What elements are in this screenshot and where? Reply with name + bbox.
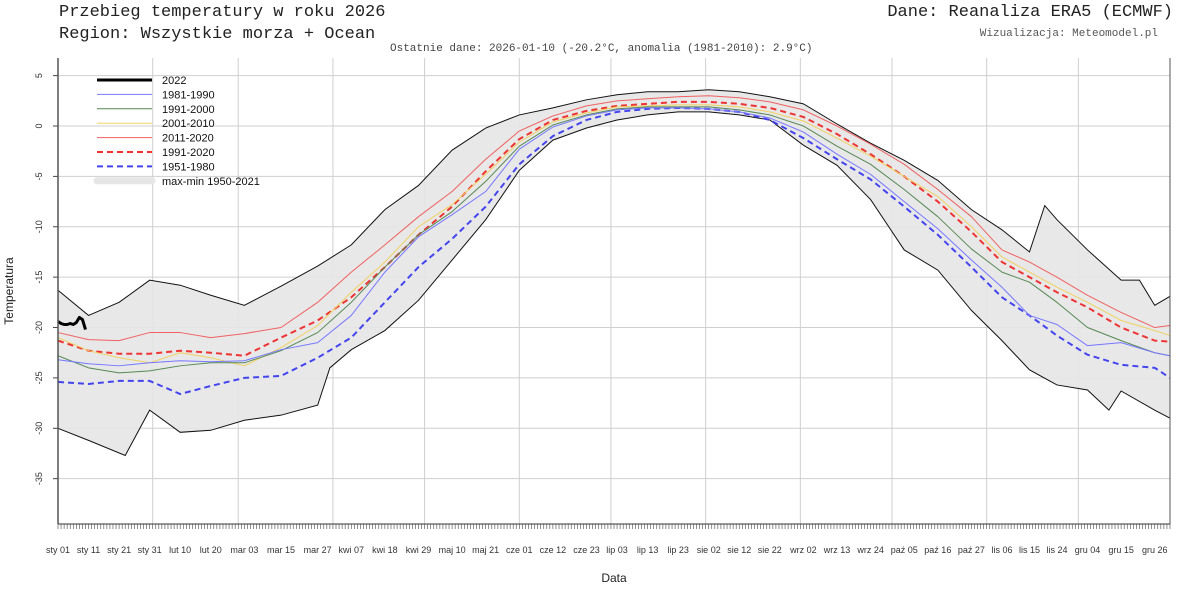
y-tick-label: 5 bbox=[34, 73, 44, 78]
x-axis-label: Data bbox=[601, 571, 627, 585]
y-tick-label: -30 bbox=[34, 422, 44, 435]
chart-subtitle: Region: Wszystkie morza + Ocean bbox=[59, 25, 376, 44]
x-tick-label: wrz 24 bbox=[856, 545, 884, 555]
x-tick-label: cze 23 bbox=[573, 545, 600, 555]
legend-label: max-min 1950-2021 bbox=[162, 176, 260, 188]
x-tick-label: sie 22 bbox=[758, 545, 782, 555]
visualization-credit: Wizualizacja: Meteomodel.pl bbox=[979, 28, 1158, 40]
legend-label: 2011-2020 bbox=[162, 133, 214, 145]
series-line-2011-2020 bbox=[57, 95, 1171, 342]
x-tick-label: sie 12 bbox=[727, 545, 751, 555]
x-tick-label: maj 10 bbox=[439, 545, 466, 555]
max-min-band bbox=[57, 89, 1171, 457]
x-tick-label: wrz 02 bbox=[789, 545, 817, 555]
x-tick-label: kwi 29 bbox=[406, 545, 432, 555]
x-tick-label: sty 11 bbox=[77, 545, 100, 555]
x-tick-label: sty 01 bbox=[46, 545, 70, 555]
x-tick-label: lis 15 bbox=[1019, 545, 1040, 555]
data-source: Dane: Reanaliza ERA5 (ECMWF) bbox=[887, 3, 1173, 22]
x-tick-label: gru 26 bbox=[1142, 545, 1168, 555]
series-line-1991-2000 bbox=[57, 106, 1171, 374]
legend-label: 1991-2000 bbox=[162, 104, 215, 116]
x-tick-label: gru 04 bbox=[1075, 545, 1101, 555]
x-tick-label: sty 31 bbox=[138, 545, 162, 555]
x-tick-label: lip 03 bbox=[606, 545, 628, 555]
legend-label: 2022 bbox=[162, 75, 186, 87]
series-lines bbox=[57, 95, 1171, 396]
band-min-line bbox=[57, 111, 1171, 457]
y-tick-label: -20 bbox=[34, 321, 44, 334]
band-max-line bbox=[57, 89, 1171, 317]
series-line-2001-2010 bbox=[57, 104, 1171, 367]
x-tick-label: sty 21 bbox=[107, 545, 131, 555]
x-tick-label: sie 02 bbox=[697, 545, 721, 555]
x-tick-label: lip 13 bbox=[637, 545, 659, 555]
y-tick-label: -5 bbox=[34, 172, 44, 180]
chart-title: Przebieg temperatury w roku 2026 bbox=[59, 3, 386, 22]
y-tick-label: -15 bbox=[34, 271, 44, 284]
x-tick-label: lis 24 bbox=[1046, 545, 1067, 555]
x-tick-label: mar 03 bbox=[230, 545, 258, 555]
x-tick-label: kwi 18 bbox=[372, 545, 398, 555]
band-area bbox=[58, 89, 1170, 456]
x-tick-label: mar 15 bbox=[267, 545, 295, 555]
axes: 5 0 -5 -10 -15 -20 -25 -30 -35 sty 01 sty 11 sty 21… bbox=[34, 58, 1171, 555]
x-tick-label: cze 12 bbox=[540, 545, 567, 555]
series-line-1951-1980 bbox=[57, 106, 1171, 396]
legend-label: 1951-1980 bbox=[162, 161, 215, 173]
legend-label: 1991-2020 bbox=[162, 147, 215, 159]
y-tick-label: -35 bbox=[34, 472, 44, 485]
x-tick-label: lip 23 bbox=[667, 545, 689, 555]
series-line-1981-1990 bbox=[57, 107, 1171, 367]
y-axis-label: Temperatura bbox=[2, 257, 16, 325]
x-tick-label: wrz 13 bbox=[823, 545, 851, 555]
x-tick-label: kwi 07 bbox=[339, 545, 365, 555]
x-tick-label: paź 27 bbox=[958, 545, 985, 555]
series-line-1991-2020 bbox=[57, 100, 1171, 357]
x-tick-label: lis 06 bbox=[991, 545, 1012, 555]
x-tick-label: maj 21 bbox=[472, 545, 499, 555]
y-tick-label: -10 bbox=[34, 220, 44, 233]
x-tick-label: mar 27 bbox=[304, 545, 332, 555]
last-data-note: Ostatnie dane: 2026-01-10 (-20.2°C, anom… bbox=[390, 43, 813, 55]
x-tick-label: lut 10 bbox=[169, 545, 191, 555]
series-line-2022 bbox=[57, 315, 87, 330]
x-tick-label: cze 01 bbox=[506, 545, 533, 555]
legend-label: 2001-2010 bbox=[162, 118, 215, 130]
y-tick-label: 0 bbox=[34, 124, 44, 129]
legend: 2022 1981-1990 1991-2000 2001-2010 2011-2020… bbox=[93, 75, 260, 188]
y-tick-label: -25 bbox=[34, 371, 44, 384]
x-tick-label: paź 05 bbox=[891, 545, 918, 555]
x-tick-label: gru 15 bbox=[1108, 545, 1134, 555]
x-tick-label: paź 16 bbox=[924, 545, 951, 555]
legend-label: 1981-1990 bbox=[162, 89, 215, 101]
x-tick-label: lut 20 bbox=[200, 545, 222, 555]
